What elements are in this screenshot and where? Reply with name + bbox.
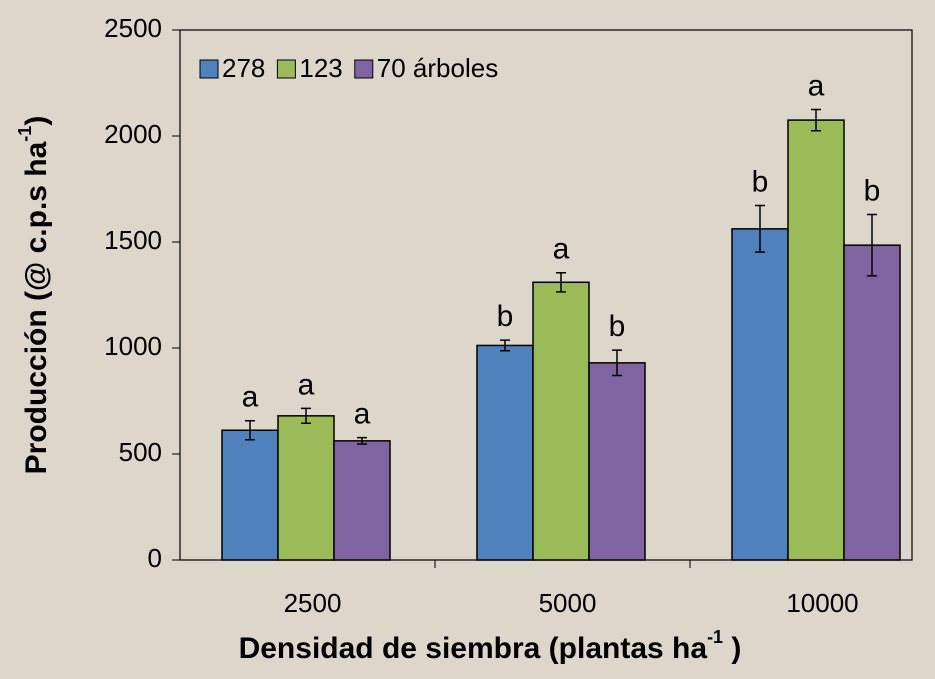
y-tick-label: 2000 <box>104 119 162 149</box>
error-bar <box>301 407 311 425</box>
y-tick-label: 1500 <box>104 225 162 255</box>
x-tick-label: 5000 <box>539 588 597 618</box>
significance-letter: b <box>864 174 881 207</box>
x-tick-label: 2500 <box>284 588 342 618</box>
error-bar <box>500 339 510 352</box>
legend-label: 123 <box>299 53 342 83</box>
y-tick-label: 2500 <box>104 13 162 43</box>
bar <box>476 344 534 561</box>
error-bar <box>612 349 622 377</box>
error-bar <box>245 419 255 441</box>
bar <box>277 415 335 561</box>
significance-letter: a <box>242 381 259 414</box>
x-axis-label: Densidad de siembra (plantas ha-1 ) <box>239 627 742 665</box>
legend-swatch <box>276 59 296 79</box>
bar <box>333 440 391 561</box>
error-bar <box>867 213 877 277</box>
bar <box>731 228 789 561</box>
legend-label: 278 <box>222 53 265 83</box>
error-bar <box>755 204 765 253</box>
y-tick-label: 0 <box>148 543 162 573</box>
bar <box>588 362 646 561</box>
bar <box>532 281 590 561</box>
y-axis-label: Producción (@ c.p.s ha-1) <box>15 116 53 475</box>
significance-letter: b <box>609 310 626 343</box>
bar <box>787 119 845 561</box>
significance-letter: b <box>752 165 769 198</box>
error-bar <box>811 108 821 132</box>
error-bar <box>357 436 367 445</box>
bar <box>221 429 279 561</box>
significance-letter: a <box>553 233 570 266</box>
significance-letter: a <box>298 368 315 401</box>
significance-letter: a <box>808 69 825 102</box>
legend-label: 70 árboles <box>377 53 498 83</box>
y-tick-label: 500 <box>119 437 162 467</box>
x-tick-label: 10000 <box>786 588 858 618</box>
significance-letter: b <box>497 300 514 333</box>
significance-letter: a <box>354 398 371 431</box>
y-tick-label: 1000 <box>104 331 162 361</box>
legend-swatch <box>354 59 374 79</box>
bar <box>843 244 901 561</box>
legend-swatch <box>199 59 219 79</box>
error-bar <box>556 271 566 293</box>
